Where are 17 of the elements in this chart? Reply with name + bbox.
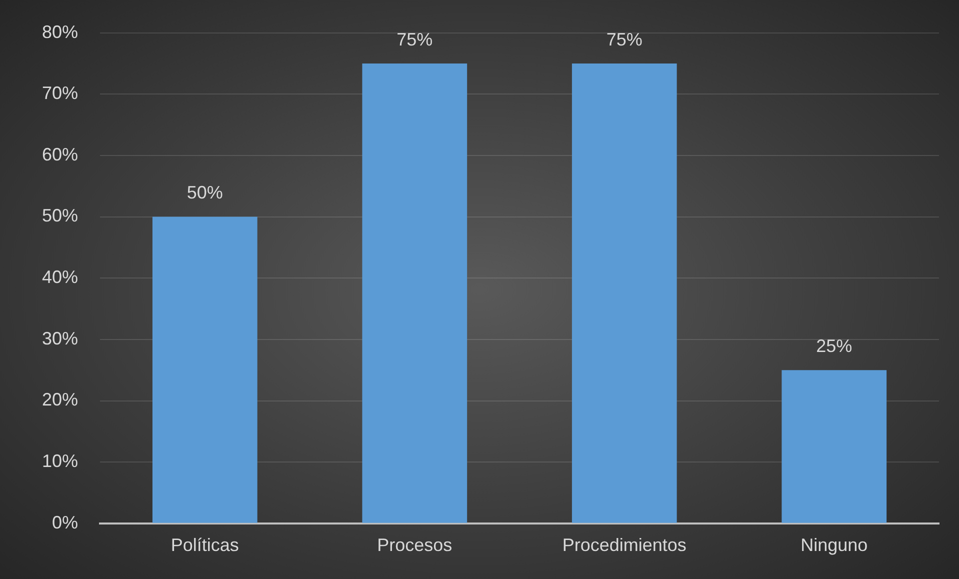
data-label: 75% <box>396 29 433 50</box>
y-tick-label: 20% <box>42 390 78 410</box>
y-tick-label: 40% <box>42 267 78 288</box>
y-tick-label: 70% <box>42 83 78 104</box>
y-tick-label: 60% <box>42 144 78 164</box>
x-tick-label: Políticas <box>170 535 239 556</box>
data-label: 25% <box>816 336 852 356</box>
y-tick-label: 80% <box>42 22 78 42</box>
x-tick-label: Procesos <box>377 535 452 556</box>
y-tick-label: 50% <box>42 206 78 226</box>
x-tick-label: Ninguno <box>800 535 868 556</box>
y-tick-label: 10% <box>42 451 78 472</box>
y-tick-label: 30% <box>42 328 78 348</box>
data-label: 75% <box>606 29 642 50</box>
y-tick-label: 0% <box>52 512 78 532</box>
data-label: 50% <box>186 182 223 203</box>
x-tick-label: Procedimientos <box>562 535 686 556</box>
